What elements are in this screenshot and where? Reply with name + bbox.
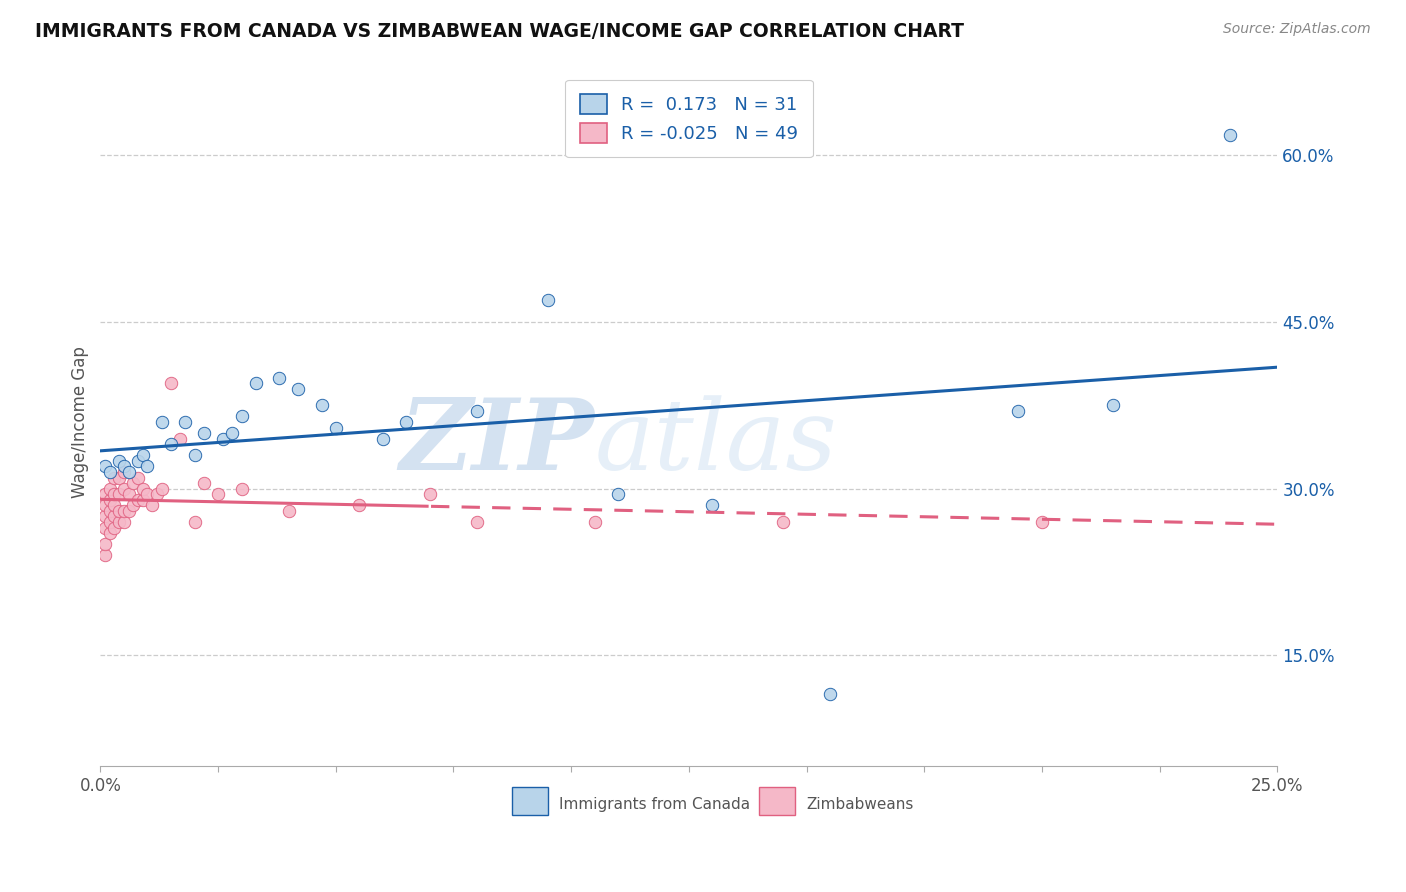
Point	[103, 498, 125, 512]
Point	[132, 448, 155, 462]
Y-axis label: Wage/Income Gap: Wage/Income Gap	[72, 346, 89, 498]
Point	[607, 487, 630, 501]
Point	[127, 470, 149, 484]
Point	[231, 482, 253, 496]
Point	[112, 482, 135, 496]
Point	[103, 520, 125, 534]
Point	[207, 487, 229, 501]
Point	[112, 515, 135, 529]
Point	[108, 470, 131, 484]
Point	[98, 515, 121, 529]
Point	[193, 426, 215, 441]
Point	[112, 465, 135, 479]
Point	[136, 487, 159, 501]
Point	[277, 504, 299, 518]
Point	[127, 454, 149, 468]
Point	[269, 370, 291, 384]
Text: Zimbabweans: Zimbabweans	[807, 797, 914, 812]
Point	[94, 487, 117, 501]
Point	[94, 509, 117, 524]
Point	[94, 537, 117, 551]
Text: Source: ZipAtlas.com: Source: ZipAtlas.com	[1223, 22, 1371, 37]
Point	[245, 376, 267, 390]
Text: atlas: atlas	[595, 395, 838, 491]
Point	[419, 487, 441, 501]
Point	[141, 498, 163, 512]
Point	[465, 404, 488, 418]
Point	[112, 459, 135, 474]
Point	[103, 487, 125, 501]
Point	[231, 409, 253, 424]
Point	[98, 504, 121, 518]
FancyBboxPatch shape	[759, 787, 794, 814]
Point	[150, 482, 173, 496]
Point	[94, 520, 117, 534]
Point	[211, 432, 233, 446]
Point	[150, 415, 173, 429]
Point	[183, 448, 205, 462]
Point	[108, 515, 131, 529]
Point	[1031, 515, 1053, 529]
Text: IMMIGRANTS FROM CANADA VS ZIMBABWEAN WAGE/INCOME GAP CORRELATION CHART: IMMIGRANTS FROM CANADA VS ZIMBABWEAN WAG…	[35, 22, 965, 41]
Point	[94, 459, 117, 474]
Point	[98, 465, 121, 479]
Point	[103, 470, 125, 484]
Point	[117, 465, 139, 479]
Point	[174, 415, 197, 429]
Point	[1219, 128, 1241, 143]
Point	[583, 515, 606, 529]
Point	[160, 437, 183, 451]
Point	[183, 515, 205, 529]
Point	[98, 492, 121, 507]
Point	[325, 420, 347, 434]
Point	[1007, 404, 1029, 418]
Point	[395, 415, 418, 429]
Point	[108, 487, 131, 501]
Point	[193, 476, 215, 491]
Point	[94, 549, 117, 563]
Point	[349, 498, 371, 512]
Point	[818, 687, 841, 701]
Point	[1101, 398, 1123, 412]
Point	[103, 509, 125, 524]
Point	[160, 376, 183, 390]
Point	[146, 487, 169, 501]
Point	[112, 504, 135, 518]
Point	[117, 487, 139, 501]
Point	[136, 459, 159, 474]
Point	[94, 498, 117, 512]
Point	[122, 498, 145, 512]
Point	[127, 492, 149, 507]
Text: Immigrants from Canada: Immigrants from Canada	[560, 797, 751, 812]
Point	[221, 426, 243, 441]
Point	[169, 432, 191, 446]
Point	[702, 498, 724, 512]
Point	[132, 492, 155, 507]
Point	[536, 293, 558, 307]
Point	[117, 504, 139, 518]
Legend: R =  0.173   N = 31, R = -0.025   N = 49: R = 0.173 N = 31, R = -0.025 N = 49	[565, 79, 813, 157]
Point	[287, 382, 309, 396]
Point	[108, 454, 131, 468]
Point	[772, 515, 794, 529]
FancyBboxPatch shape	[512, 787, 547, 814]
Point	[371, 432, 394, 446]
Text: ZIP: ZIP	[399, 394, 595, 491]
Point	[122, 476, 145, 491]
Point	[108, 504, 131, 518]
Point	[311, 398, 333, 412]
Point	[465, 515, 488, 529]
Point	[132, 482, 155, 496]
Point	[98, 526, 121, 541]
Point	[98, 482, 121, 496]
